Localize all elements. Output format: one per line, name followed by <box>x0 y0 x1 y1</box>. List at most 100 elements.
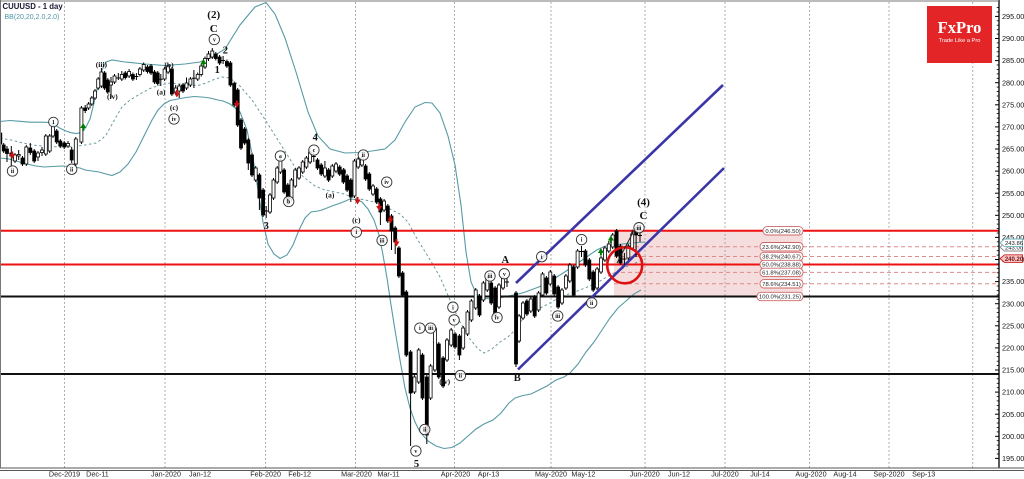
svg-text:Jul-14: Jul-14 <box>750 470 770 479</box>
svg-text:285.00: 285.00 <box>1002 56 1024 65</box>
svg-text:240.20: 240.20 <box>1005 257 1024 263</box>
svg-text:205.00: 205.00 <box>1002 410 1024 419</box>
svg-text:230.00: 230.00 <box>1002 299 1024 308</box>
svg-text:(b): (b) <box>337 167 347 176</box>
svg-text:iii: iii <box>380 239 385 245</box>
svg-text:255.00: 255.00 <box>1002 189 1024 198</box>
svg-text:100.0%(231.25): 100.0%(231.25) <box>759 295 801 301</box>
svg-text:2: 2 <box>223 46 228 57</box>
svg-text:v: v <box>213 38 216 44</box>
svg-text:C: C <box>640 210 648 222</box>
svg-text:(iii): (iii) <box>96 60 108 69</box>
svg-text:Jul-2020: Jul-2020 <box>711 470 739 479</box>
svg-text:iii: iii <box>637 226 642 232</box>
svg-text:Apr-13: Apr-13 <box>478 470 500 479</box>
svg-text:(iv): (iv) <box>107 92 118 101</box>
svg-text:iv: iv <box>384 180 389 186</box>
svg-text:5: 5 <box>414 459 419 470</box>
svg-text:(2): (2) <box>207 9 220 21</box>
svg-text:4: 4 <box>313 133 319 144</box>
svg-text:May-2020: May-2020 <box>535 470 567 479</box>
svg-text:215.00: 215.00 <box>1002 366 1024 375</box>
svg-text:280.00: 280.00 <box>1002 78 1024 87</box>
svg-text:Mar-2020: Mar-2020 <box>341 470 372 479</box>
svg-text:(iv): (iv) <box>439 377 450 386</box>
svg-text:Jun-12: Jun-12 <box>668 470 690 479</box>
svg-text:Jun-2020: Jun-2020 <box>630 470 660 479</box>
svg-text:Mar-11: Mar-11 <box>377 470 399 479</box>
svg-text:i: i <box>355 230 357 236</box>
svg-text:195.00: 195.00 <box>1002 454 1024 463</box>
svg-text:250.00: 250.00 <box>1002 211 1024 220</box>
svg-text:(b): (b) <box>164 61 174 70</box>
svg-text:May-12: May-12 <box>571 470 595 479</box>
svg-text:iv: iv <box>495 316 500 322</box>
svg-text:iii: iii <box>488 274 493 280</box>
svg-text:ii: ii <box>70 167 74 173</box>
svg-text:260.00: 260.00 <box>1002 167 1024 176</box>
svg-text:220.00: 220.00 <box>1002 344 1024 353</box>
svg-text:ii: ii <box>362 153 366 159</box>
svg-text:Dec-11: Dec-11 <box>86 470 109 479</box>
svg-text:Aug-2020: Aug-2020 <box>795 470 826 479</box>
svg-text:v: v <box>453 318 456 324</box>
svg-text:50.0%(238.88): 50.0%(238.88) <box>762 263 801 269</box>
svg-text:210.00: 210.00 <box>1002 388 1024 397</box>
svg-text:0.0%(246.50): 0.0%(246.50) <box>765 229 800 235</box>
svg-text:200.00: 200.00 <box>1002 432 1024 441</box>
svg-text:Sep-13: Sep-13 <box>912 470 935 479</box>
svg-text:Jan-12: Jan-12 <box>189 470 211 479</box>
svg-text:v: v <box>414 449 417 455</box>
svg-text:Aug-14: Aug-14 <box>833 470 856 479</box>
svg-text:243.86: 243.86 <box>1005 241 1024 247</box>
svg-text:(c): (c) <box>170 103 179 112</box>
svg-text:Feb-12: Feb-12 <box>288 470 311 479</box>
svg-text:225.00: 225.00 <box>1002 321 1024 330</box>
svg-text:Dec-2019: Dec-2019 <box>49 470 80 479</box>
svg-text:290.00: 290.00 <box>1002 34 1024 43</box>
svg-text:3: 3 <box>264 221 269 232</box>
svg-text:275.00: 275.00 <box>1002 100 1024 109</box>
svg-text:CUUUSD - 1 day: CUUUSD - 1 day <box>3 2 64 11</box>
svg-text:iii: iii <box>555 314 560 320</box>
svg-text:a: a <box>279 154 282 160</box>
svg-text:61.8%(237.08): 61.8%(237.08) <box>762 271 801 277</box>
svg-text:(4): (4) <box>637 197 650 209</box>
svg-text:Trade Like a Pro: Trade Like a Pro <box>939 38 981 44</box>
svg-text:i: i <box>452 305 454 311</box>
svg-text:1: 1 <box>52 120 55 126</box>
svg-text:ii: ii <box>11 169 15 175</box>
svg-text:ii: ii <box>590 301 594 307</box>
svg-text:c: c <box>313 148 316 154</box>
svg-text:245.00: 245.00 <box>1002 233 1024 242</box>
svg-text:Jan-2020: Jan-2020 <box>151 470 181 479</box>
svg-text:iii: iii <box>428 326 433 332</box>
svg-text:(a): (a) <box>326 191 335 200</box>
svg-text:FxPro: FxPro <box>938 18 982 37</box>
svg-text:38.2%(240.67): 38.2%(240.67) <box>762 255 801 261</box>
svg-text:iv: iv <box>172 117 177 123</box>
svg-text:i: i <box>541 255 543 261</box>
svg-text:b: b <box>287 200 291 206</box>
svg-text:Sep-2020: Sep-2020 <box>873 470 904 479</box>
svg-text:270.00: 270.00 <box>1002 123 1024 132</box>
svg-text:235.00: 235.00 <box>1002 277 1024 286</box>
svg-text:(a): (a) <box>157 88 166 97</box>
svg-text:BB(20,20,2.0,2.0): BB(20,20,2.0,2.0) <box>5 14 60 21</box>
svg-text:295.00: 295.00 <box>1002 12 1024 21</box>
svg-text:Apr-2020: Apr-2020 <box>441 470 471 479</box>
svg-text:ii: ii <box>423 428 427 434</box>
svg-text:i: i <box>581 238 583 244</box>
svg-text:A: A <box>502 255 510 266</box>
svg-text:243.00: 243.00 <box>1005 246 1024 252</box>
svg-text:1: 1 <box>215 65 220 76</box>
svg-text:ii: ii <box>459 374 463 380</box>
svg-text:B: B <box>514 373 521 384</box>
svg-text:78.6%(234.51): 78.6%(234.51) <box>762 282 801 288</box>
svg-text:v: v <box>503 272 506 278</box>
svg-text:i: i <box>419 326 421 332</box>
svg-text:265.00: 265.00 <box>1002 145 1024 154</box>
svg-text:23.6%(242.90): 23.6%(242.90) <box>762 245 801 251</box>
svg-text:C: C <box>210 23 218 35</box>
svg-text:Feb-2020: Feb-2020 <box>250 470 281 479</box>
